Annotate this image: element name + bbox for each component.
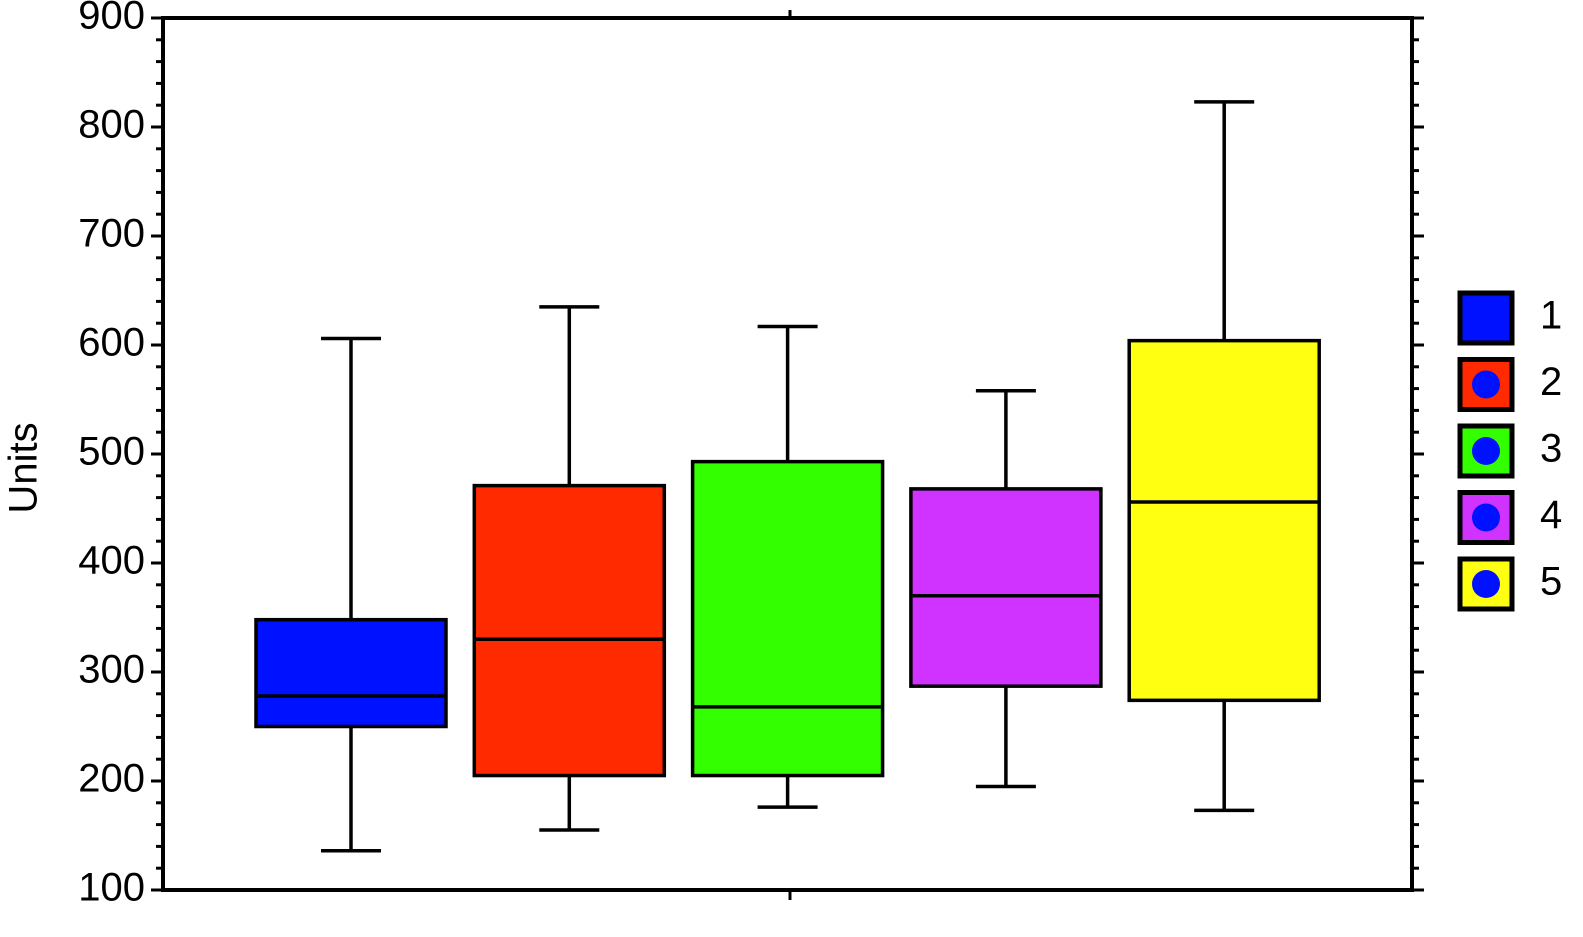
legend-marker (1472, 570, 1500, 598)
y-tick-label: 400 (78, 539, 145, 583)
legend-marker (1472, 437, 1500, 465)
legend-marker (1472, 370, 1500, 399)
box (254, 617, 448, 729)
legend-swatch (1457, 490, 1515, 545)
box (909, 487, 1103, 688)
box (1127, 338, 1321, 703)
y-tick-label: 300 (78, 648, 145, 692)
legend-label: 3 (1540, 427, 1562, 471)
y-tick-label: 100 (78, 866, 145, 910)
y-tick-label: 800 (78, 103, 145, 147)
y-tick-label: 700 (78, 212, 145, 256)
legend-marker (1472, 503, 1500, 532)
legend-label: 4 (1540, 493, 1562, 537)
legend-label: 5 (1540, 560, 1562, 604)
y-axis-label: Units (2, 422, 46, 513)
legend-label: 2 (1540, 360, 1562, 404)
box (472, 483, 667, 778)
y-tick-label: 500 (78, 430, 145, 474)
y-tick-label: 200 (78, 757, 145, 801)
y-tick-label: 600 (78, 321, 145, 365)
y-tick-label: 900 (78, 0, 145, 38)
legend-label: 1 (1540, 294, 1562, 338)
box (690, 459, 885, 778)
legend-swatch (1457, 290, 1515, 346)
